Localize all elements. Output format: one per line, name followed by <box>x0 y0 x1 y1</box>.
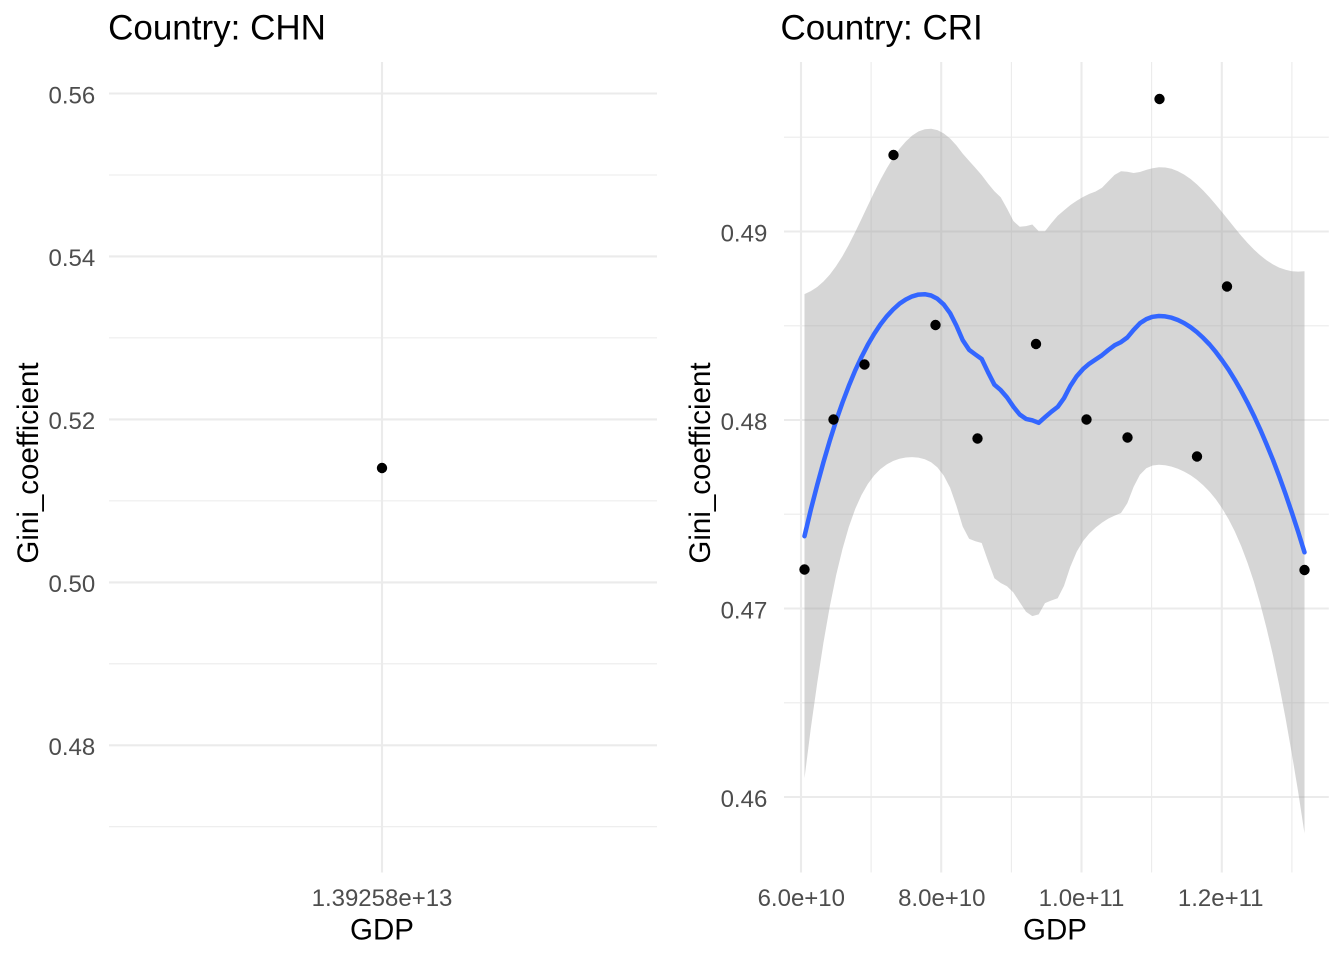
svg-text:Gini_coefficient: Gini_coefficient <box>12 362 45 563</box>
svg-text:GDP: GDP <box>1023 913 1087 946</box>
svg-text:Gini_coefficient: Gini_coefficient <box>684 362 717 563</box>
svg-text:8.0e+10: 8.0e+10 <box>898 885 985 912</box>
svg-text:Country: CRI: Country: CRI <box>781 8 983 47</box>
svg-text:0.50: 0.50 <box>48 571 95 598</box>
svg-text:0.48: 0.48 <box>48 734 95 761</box>
svg-text:1.2e+11: 1.2e+11 <box>1178 885 1264 912</box>
svg-text:GDP: GDP <box>350 913 414 946</box>
svg-text:0.48: 0.48 <box>721 409 768 436</box>
svg-text:1.0e+11: 1.0e+11 <box>1039 885 1125 912</box>
svg-text:0.52: 0.52 <box>48 408 95 435</box>
svg-text:0.47: 0.47 <box>721 597 768 624</box>
svg-text:Country: CHN: Country: CHN <box>108 8 326 47</box>
svg-text:1.39258e+13: 1.39258e+13 <box>312 885 453 912</box>
svg-text:0.46: 0.46 <box>721 786 768 813</box>
svg-text:6.0e+10: 6.0e+10 <box>758 885 845 912</box>
svg-text:0.49: 0.49 <box>721 220 768 247</box>
svg-text:0.54: 0.54 <box>48 245 95 272</box>
svg-text:0.56: 0.56 <box>48 82 95 109</box>
